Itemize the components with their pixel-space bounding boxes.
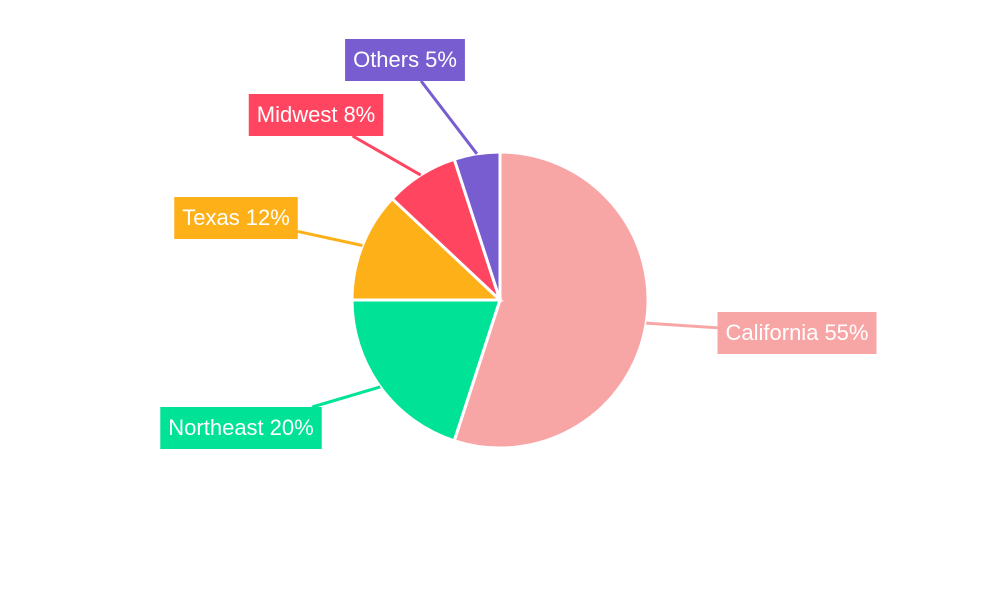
label-text: Others 5% — [353, 47, 457, 72]
label-box — [160, 407, 322, 449]
value-label: 5% — [425, 47, 457, 72]
leader-line — [311, 385, 381, 409]
label-text: Midwest 8% — [257, 102, 375, 127]
pie-slice — [350, 196, 504, 302]
label-box — [248, 94, 384, 136]
label-box — [174, 197, 298, 239]
label-text: California 55% — [726, 320, 869, 345]
slice-label: Texas 12% — [174, 197, 363, 247]
value-label: 20% — [270, 415, 314, 440]
category-name: Northeast — [168, 415, 263, 440]
leader-line — [297, 229, 363, 247]
leader-line — [646, 321, 718, 330]
category-name: Texas — [182, 205, 239, 230]
value-label: 55% — [824, 320, 868, 345]
pie-slice — [452, 150, 502, 301]
pie-slice — [350, 298, 503, 443]
leader-line — [351, 134, 422, 177]
leader-line — [419, 80, 479, 155]
label-box — [717, 312, 877, 354]
slice-label: Others 5% — [345, 39, 479, 155]
category-name: Midwest — [257, 102, 338, 127]
slice-label: Midwest 8% — [248, 94, 422, 177]
slice-label: California 55% — [646, 312, 877, 354]
label-box — [345, 39, 465, 81]
slice-label: Northeast 20% — [160, 385, 381, 449]
label-text: Texas 12% — [182, 205, 290, 230]
value-label: 12% — [246, 205, 290, 230]
value-label: 8% — [343, 102, 375, 127]
label-text: Northeast 20% — [168, 415, 313, 440]
category-name: Others — [353, 47, 419, 72]
pie-slice — [452, 150, 650, 450]
category-name: California — [726, 320, 820, 345]
